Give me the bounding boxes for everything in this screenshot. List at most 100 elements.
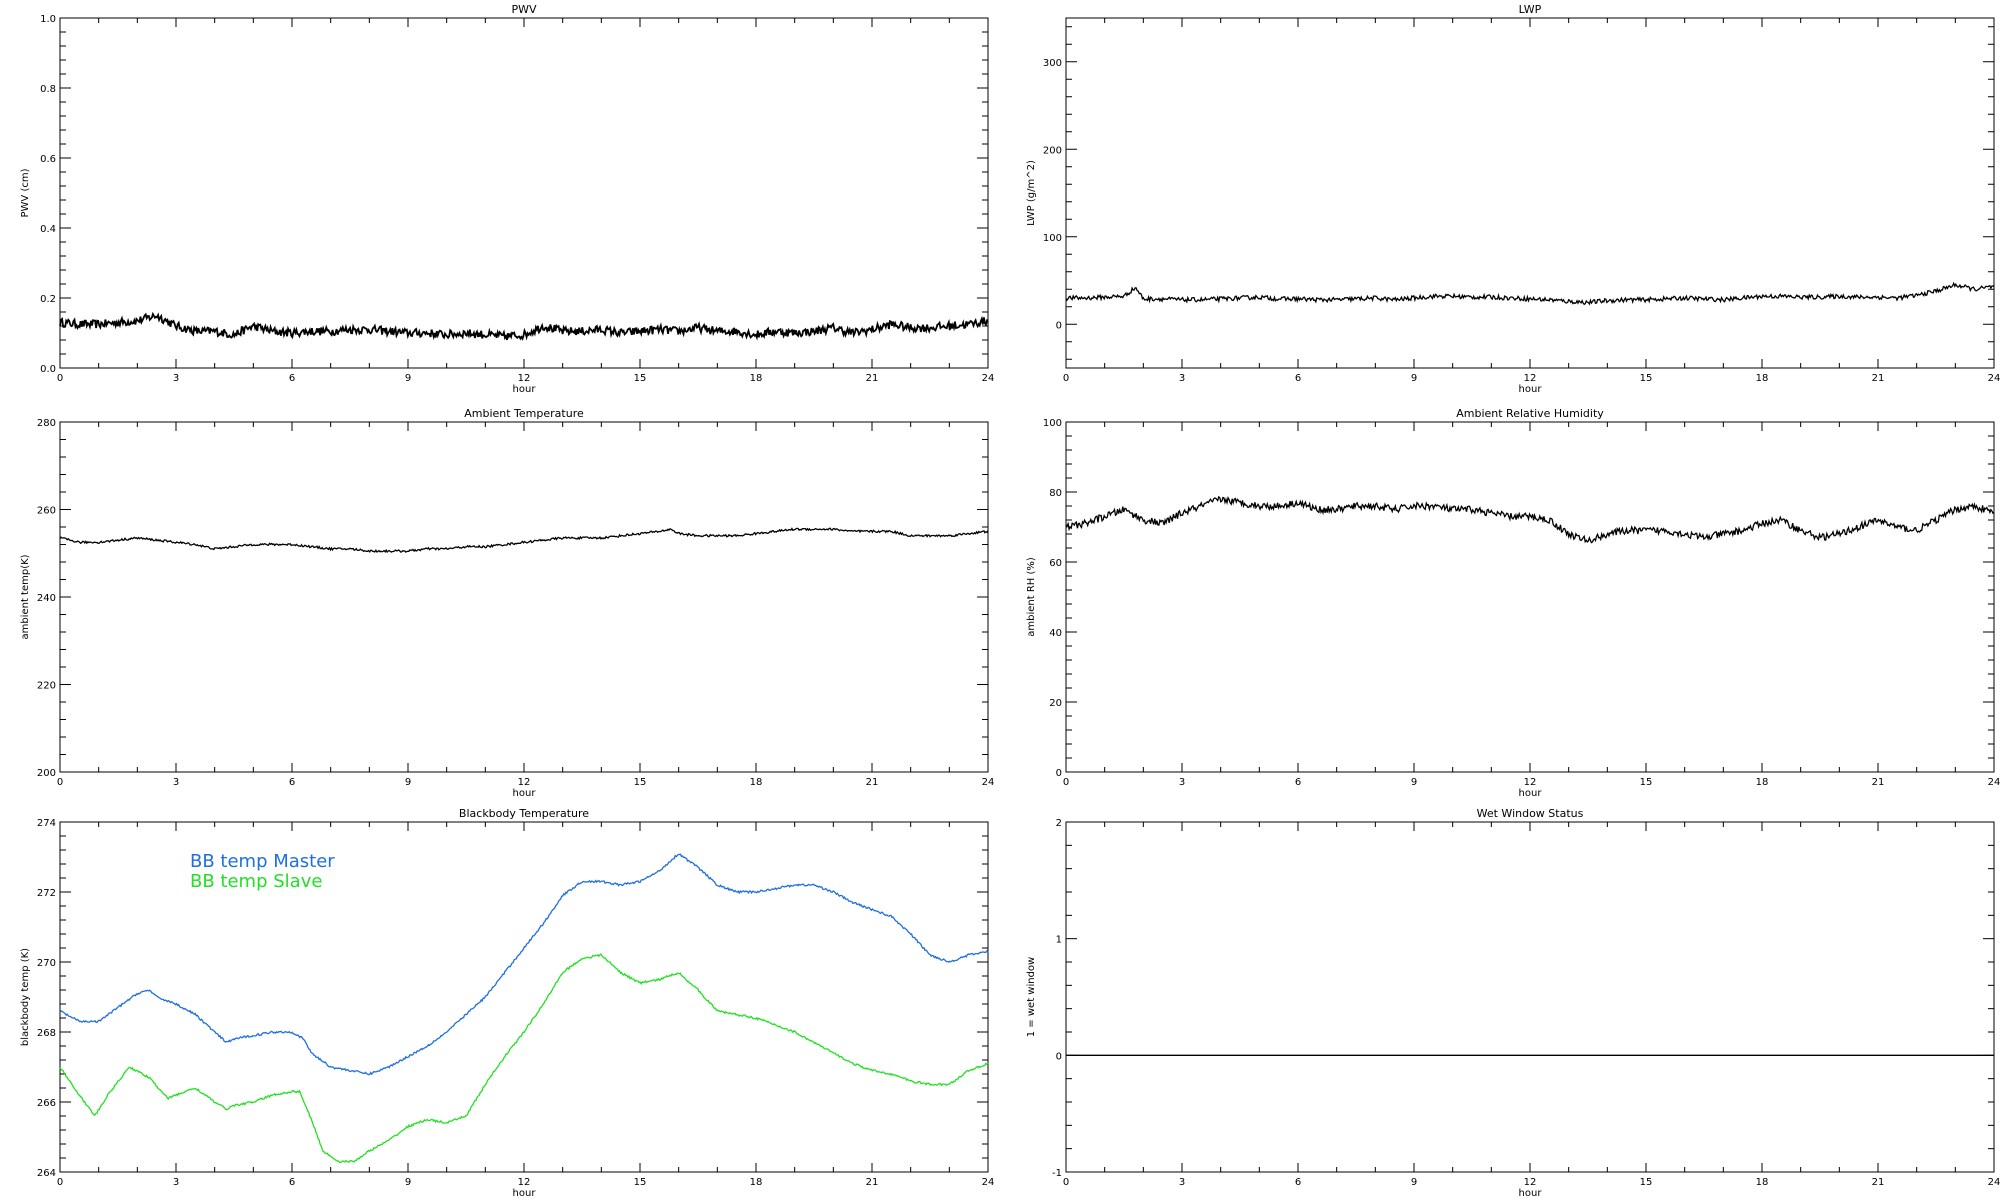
x-tick-label: 0 [1063,373,1069,384]
x-tick-label: 9 [405,373,411,384]
x-tick-label: 3 [1179,1177,1185,1188]
x-tick-label: 6 [289,1177,295,1188]
x-tick-label: 12 [518,777,531,788]
y-tick-label: 260 [37,506,56,517]
y-axis-label: 1 = wet window [1026,957,1037,1037]
legend-entry: BB temp Slave [190,871,322,892]
x-tick-label: 18 [1756,373,1769,384]
x-tick-label: 3 [173,1177,179,1188]
y-tick-label: 268 [37,1028,56,1039]
y-tick-label: 280 [37,418,56,429]
y-tick-label: 266 [37,1098,56,1109]
x-tick-label: 15 [634,373,647,384]
y-tick-label: 270 [37,958,56,969]
x-axis-label: hour [1519,384,1543,395]
x-tick-label: 0 [1063,1177,1069,1188]
x-axis-label: hour [1519,788,1543,799]
x-tick-label: 3 [1179,777,1185,788]
x-tick-label: 6 [289,777,295,788]
y-tick-label: 272 [37,888,56,899]
x-tick-label: 3 [173,373,179,384]
chart-pwv: PWV 0 3 6 9 12 15 18 21 24 hour 0.0 0.2 0.4 0.6 0.8 1.0 P… [20,3,994,395]
y-tick-label: 0.2 [40,294,56,305]
x-axis-label: hour [513,788,537,799]
x-tick-label: 3 [173,777,179,788]
y-tick-label: 264 [37,1168,56,1179]
x-tick-label: 15 [1640,1177,1653,1188]
y-tick-label: 0.6 [40,154,56,165]
x-tick-label: 24 [1988,777,2000,788]
x-tick-label: 9 [405,777,411,788]
x-tick-label: 21 [1872,373,1885,384]
y-axis-label: PWV (cm) [20,168,31,217]
x-tick-label: 24 [982,373,995,384]
x-tick-label: 21 [866,373,879,384]
x-tick-label: 21 [1872,777,1885,788]
y-tick-label: 1 [1056,935,1062,946]
series-line-ambient-temp [59,527,989,554]
y-tick-label: 274 [37,818,56,829]
plot-frame [1065,421,1995,773]
x-axis-label: hour [513,384,537,395]
y-tick-label: 0 [1056,320,1062,331]
x-tick-label: 6 [1295,777,1301,788]
x-tick-label: 15 [1640,777,1653,788]
y-axis-label: ambient temp(K) [20,554,31,639]
y-tick-label: 200 [1043,145,1062,156]
chart-title: Wet Window Status [1477,807,1584,820]
x-tick-label: 15 [634,777,647,788]
x-tick-label: 21 [1872,1177,1885,1188]
x-tick-label: 9 [1411,1177,1417,1188]
x-axis-label: hour [513,1188,537,1199]
chart-title: LWP [1519,3,1542,16]
y-tick-label: 2 [1056,818,1062,829]
x-tick-label: 0 [57,1177,63,1188]
y-tick-label: 0.4 [40,224,56,235]
y-tick-label: 80 [1049,488,1062,499]
x-tick-label: 0 [57,373,63,384]
chart-ambient-temp: Ambient Temperature 0 3 6 9 12 15 18 21 24 hour 200… [20,407,994,799]
series-line-pwv [59,311,989,341]
x-tick-label: 24 [1988,373,2000,384]
y-tick-label: 200 [37,768,56,779]
series-line-bb-temp-master [59,853,989,1076]
x-tick-label: 15 [1640,373,1653,384]
y-axis-label: LWP (g/m^2) [1026,160,1037,226]
y-tick-label: 100 [1043,233,1062,244]
x-tick-label: 9 [1411,373,1417,384]
x-tick-label: 12 [1524,373,1537,384]
y-tick-label: 240 [37,593,56,604]
y-tick-label: 20 [1049,698,1062,709]
chart-ambient-rh: Ambient Relative Humidity 0 3 6 9 12 15 18 21 24 h… [1026,407,2000,799]
y-tick-label: 1.0 [40,14,56,25]
x-tick-label: 18 [1756,777,1769,788]
y-axis-label: blackbody temp (K) [20,948,31,1046]
x-tick-label: 0 [1063,777,1069,788]
x-tick-label: 6 [1295,1177,1301,1188]
x-tick-label: 24 [982,777,995,788]
x-tick-label: 9 [1411,777,1417,788]
x-tick-label: 3 [1179,373,1185,384]
y-tick-label: 300 [1043,58,1062,69]
x-tick-label: 12 [518,373,531,384]
x-tick-label: 15 [634,1177,647,1188]
plot-frame [59,17,989,369]
y-tick-label: -1 [1052,1168,1062,1179]
x-tick-label: 12 [1524,777,1537,788]
x-tick-label: 24 [1988,1177,2000,1188]
y-tick-label: 0 [1056,1051,1062,1062]
chart-title: Blackbody Temperature [459,807,589,820]
chart-lwp: LWP 0 3 6 9 12 15 18 21 24 hour 0 100 200 300 LWP (g/m^… [1026,3,2000,395]
series-line-bb-temp-slave [59,952,989,1164]
y-tick-label: 60 [1049,558,1062,569]
y-tick-label: 0.0 [40,364,56,375]
y-tick-label: 40 [1049,628,1062,639]
y-axis-label: ambient RH (%) [1026,557,1037,637]
chart-title: PWV [511,3,537,16]
y-tick-label: 0 [1056,768,1062,779]
plot-frame [1065,821,1995,1173]
x-tick-label: 6 [289,373,295,384]
x-tick-label: 18 [750,373,763,384]
